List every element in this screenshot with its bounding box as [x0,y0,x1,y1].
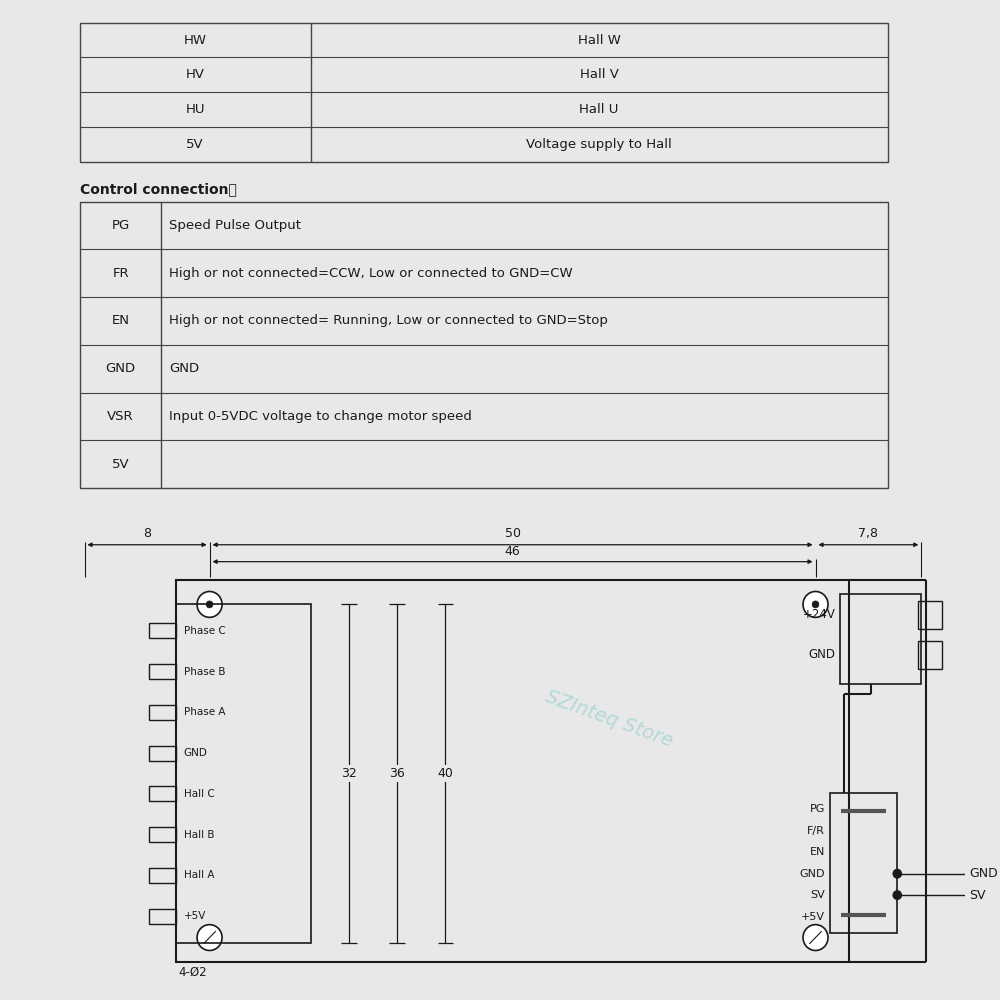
Text: 32: 32 [341,767,357,780]
Text: 5V: 5V [186,138,204,151]
Text: HW: HW [184,34,207,47]
Bar [840,594,921,684]
Text: Hall U: Hall U [579,103,619,116]
Text: Hall A: Hall A [184,870,214,880]
Text: SZInteq Store: SZInteq Store [543,687,675,751]
Bar [149,827,176,842]
Circle shape [892,869,902,879]
Text: 50: 50 [505,527,521,540]
Circle shape [803,925,828,950]
Circle shape [197,591,222,617]
Text: HU: HU [185,103,205,116]
Bar [149,664,176,679]
Bar [149,705,176,720]
Bar [830,793,897,933]
Text: SV: SV [810,890,825,900]
Text: FR: FR [112,267,129,280]
Text: Phase B: Phase B [184,667,225,677]
Circle shape [206,601,213,608]
Text: High or not connected= Running, Low or connected to GND=Stop: High or not connected= Running, Low or c… [169,314,608,327]
Text: F/R: F/R [807,826,825,836]
Bar [80,23,888,162]
Text: Hall B: Hall B [184,830,214,840]
Bar [153,912,172,920]
Bar [918,601,942,629]
Text: +5V: +5V [801,912,825,922]
Text: Phase C: Phase C [184,626,225,636]
Bar [149,623,176,638]
Text: 7,8: 7,8 [858,527,878,540]
Bar [153,871,172,879]
Bar [149,786,176,801]
Text: 5V: 5V [112,458,129,471]
Text: VSR: VSR [107,410,134,423]
Text: GND: GND [184,748,207,758]
Bar [176,580,849,962]
Text: PG: PG [810,804,825,814]
Text: Hall V: Hall V [580,68,619,81]
Text: Phase A: Phase A [184,707,225,717]
Bar [153,749,172,757]
Bar [153,790,172,798]
Text: 40: 40 [437,767,453,780]
Text: GND: GND [106,362,136,375]
Bar [176,604,311,943]
Text: HV: HV [186,68,205,81]
Bar [918,641,942,669]
Text: GND: GND [809,648,836,661]
Circle shape [892,890,902,900]
Text: 4-Ø2: 4-Ø2 [179,965,207,978]
Text: GND: GND [969,867,998,880]
Bar [149,909,176,924]
Text: GND: GND [800,869,825,879]
Text: EN: EN [810,847,825,857]
Text: +5V: +5V [184,911,206,921]
Text: SV: SV [969,889,986,902]
Bar [149,746,176,761]
Text: Input 0-5VDC voltage to change motor speed: Input 0-5VDC voltage to change motor spe… [169,410,472,423]
Text: Hall W: Hall W [578,34,621,47]
Text: 46: 46 [505,545,520,558]
Text: EN: EN [112,314,130,327]
Bar [153,668,172,676]
Bar [153,627,172,635]
Bar [80,202,888,488]
Text: 36: 36 [389,767,405,780]
Bar [153,831,172,839]
Circle shape [197,925,222,950]
Text: PG: PG [111,219,130,232]
Text: +24V: +24V [803,608,836,621]
Text: Hall C: Hall C [184,789,214,799]
Text: Voltage supply to Hall: Voltage supply to Hall [526,138,672,151]
Bar [153,708,172,716]
Text: High or not connected=CCW, Low or connected to GND=CW: High or not connected=CCW, Low or connec… [169,267,573,280]
Circle shape [812,601,819,608]
Text: 8: 8 [143,527,151,540]
Text: Speed Pulse Output: Speed Pulse Output [169,219,301,232]
Text: Control connection：: Control connection： [80,183,237,197]
Circle shape [803,591,828,617]
Bar [149,868,176,883]
Text: GND: GND [169,362,199,375]
